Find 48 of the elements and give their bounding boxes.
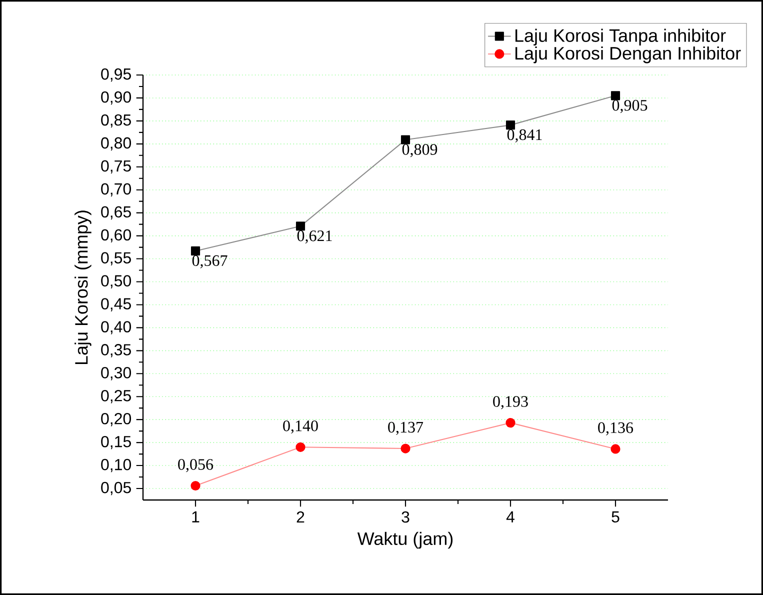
point (400, 135, 410, 144)
y-tick-label: 0,60 (101, 229, 132, 242)
y-tick-label: 0,05 (101, 482, 131, 496)
point (400, 444, 410, 454)
y-tick-label: 0,80 (101, 137, 132, 151)
y-tick-label: 0,10 (101, 458, 132, 472)
y-tick-label: 0,25 (101, 390, 131, 404)
point (506, 120, 516, 130)
y-tick-label: 0,65 (101, 206, 131, 220)
data-label: 0,841 (507, 129, 542, 142)
point (296, 442, 306, 452)
y-tick-label: 0,95 (101, 68, 131, 82)
y-tick-label: 0,85 (101, 114, 131, 128)
data-label: 0,621 (297, 230, 332, 244)
y-tick-label: 0,55 (101, 252, 131, 266)
x-tick-label: 5 (612, 511, 620, 523)
data-label: 0,140 (283, 420, 318, 434)
data-label: 0,193 (493, 396, 528, 410)
x-tick-label: 4 (506, 511, 514, 522)
y-tick-label: 0,75 (101, 160, 131, 174)
point (190, 246, 200, 256)
point (506, 418, 516, 428)
y-tick-label: 0,50 (101, 275, 132, 288)
y-tick-label: 0,45 (101, 298, 131, 312)
y-tick-label: 0,40 (101, 321, 132, 334)
point (296, 222, 306, 231)
legend-label: Laju Korosi Tanpa inhibitor (515, 28, 726, 46)
y-tick-label: 0,70 (101, 183, 132, 196)
x-axis-title: Waktu (jam) (357, 532, 453, 549)
data-label: 0,567 (192, 255, 228, 268)
y-tick-label: 0,35 (101, 344, 131, 358)
y-tick-label: 0,90 (101, 91, 132, 105)
x-tick-label: 1 (192, 511, 200, 522)
point (190, 480, 200, 491)
y-axis-title: Laju Korosi (mmpy) (74, 210, 92, 364)
point (610, 444, 620, 454)
y-tick-label: 0,15 (101, 436, 131, 450)
x-tick-label: 2 (296, 511, 304, 523)
point (610, 91, 620, 100)
data-label: 0,905 (612, 100, 648, 114)
data-label: 0,809 (402, 144, 438, 158)
data-label: 0,136 (598, 422, 634, 436)
data-label: 0,056 (178, 459, 214, 472)
x-tick-label: 3 (402, 511, 410, 523)
y-tick-label: 0,20 (101, 412, 132, 426)
y-tick-label: 0,30 (101, 367, 132, 380)
legend-label: Laju Korosi Dengan Inhibitor (515, 46, 741, 64)
data-label: 0,137 (388, 422, 424, 435)
